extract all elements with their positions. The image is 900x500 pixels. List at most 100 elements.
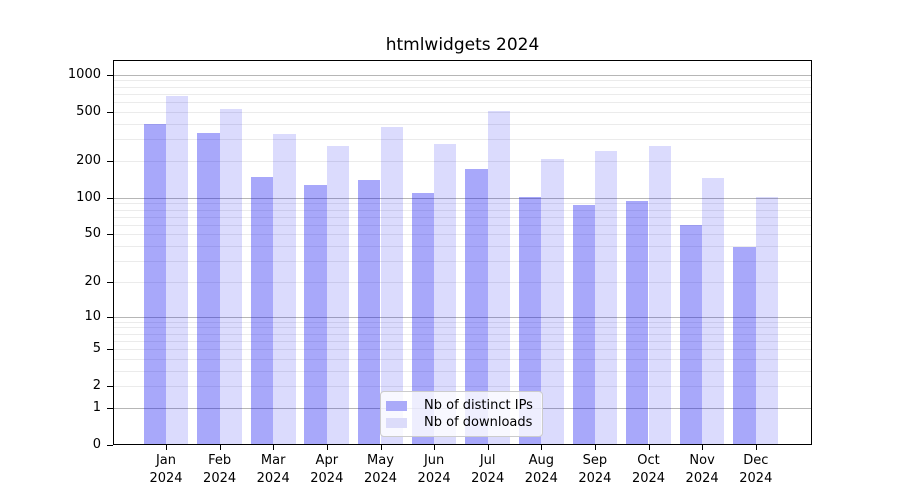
bar-downloads-may	[380, 126, 403, 445]
x-tick-label-feb: Feb 2024	[203, 453, 237, 486]
bar-ips-jul	[465, 168, 488, 445]
x-tick-jun	[434, 445, 436, 450]
gridline-minor-300	[113, 139, 812, 141]
bar-downloads-nov	[702, 178, 725, 445]
gridline-minor-30	[113, 261, 812, 262]
y-tick-10	[107, 316, 113, 318]
gridline-major-10	[113, 316, 812, 318]
x-tick-label-sep: Sep 2024	[578, 453, 612, 486]
y-tick-20	[107, 281, 113, 284]
bar-ips-jan	[143, 123, 166, 445]
gridline-minor-500	[113, 111, 812, 113]
x-tick-jan	[166, 445, 168, 450]
legend: Nb of distinct IPs Nb of downloads	[380, 391, 543, 437]
y-tick-1000	[107, 74, 113, 76]
y-tick-label-0: 0	[92, 437, 101, 452]
gridline-minor-80	[113, 209, 812, 211]
bar-ips-jun	[411, 192, 435, 445]
y-tick-label-2: 2	[92, 378, 101, 394]
x-tick-oct	[648, 445, 650, 450]
y-tick-label-200: 200	[76, 152, 101, 168]
x-tick-label-may: May 2024	[363, 453, 398, 486]
bar-downloads-jul	[487, 110, 511, 445]
gridline-minor-8	[113, 327, 812, 329]
x-tick-label-jun: Jun 2024	[417, 453, 451, 486]
x-tick-label-dec: Dec 2024	[739, 453, 773, 486]
x-tick-label-mar: Mar 2024	[256, 453, 290, 486]
y-tick-label-5: 5	[92, 341, 101, 356]
gridline-minor-5	[113, 349, 812, 350]
gridline-minor-6	[113, 340, 812, 342]
bar-downloads-jun	[434, 143, 457, 445]
bar-downloads-oct	[648, 145, 671, 445]
y-tick-50	[107, 234, 113, 236]
gridline-minor-700	[113, 93, 812, 95]
bar-ips-feb	[197, 133, 220, 445]
x-tick-label-jan: Jan 2024	[149, 453, 183, 486]
bar-downloads-aug	[541, 159, 564, 445]
x-tick-label-aug: Aug 2024	[524, 453, 558, 486]
gridline-minor-70	[113, 216, 812, 218]
bar-downloads-dec	[755, 196, 779, 445]
y-tick-label-500: 500	[76, 103, 101, 119]
x-tick-jul	[487, 445, 489, 450]
x-tick-apr	[326, 445, 328, 450]
gridline-minor-60	[113, 224, 812, 226]
plot-area	[113, 60, 812, 445]
gridline-minor-40	[113, 246, 812, 247]
x-tick-dec	[755, 445, 757, 450]
x-tick-label-oct: Oct 2024	[631, 453, 666, 486]
bar-ips-nov	[679, 224, 703, 445]
gridline-major-1000	[113, 74, 812, 76]
y-tick-label-50: 50	[84, 226, 101, 242]
y-tick-label-10: 10	[84, 308, 101, 324]
gridline-minor-200	[113, 160, 812, 162]
legend-label-distinct-ips: Nb of distinct IPs	[424, 398, 533, 413]
bar-ips-may	[358, 180, 381, 445]
chart-title: htmlwidgets 2024	[385, 35, 540, 55]
gridline-minor-900	[113, 80, 812, 82]
legend-item-distinct-ips: Nb of distinct IPs	[386, 398, 534, 413]
y-tick-label-1000: 1000	[67, 66, 101, 82]
legend-label-downloads: Nb of downloads	[424, 415, 533, 430]
gridline-minor-3	[113, 370, 812, 372]
y-tick-100	[107, 197, 113, 199]
gridline-minor-20	[113, 281, 812, 283]
gridline-major-100	[113, 197, 812, 199]
legend-swatch-distinct-ips-icon	[386, 400, 407, 411]
legend-item-downloads: Nb of downloads	[386, 415, 534, 430]
y-tick-label-1: 1	[92, 399, 101, 415]
x-tick-label-apr: Apr 2024	[310, 453, 344, 486]
gridline-minor-90	[113, 203, 812, 205]
y-tick-5	[107, 349, 113, 351]
y-tick-200	[107, 160, 113, 162]
bar-downloads-sep	[594, 151, 618, 445]
gridline-minor-9	[113, 321, 812, 323]
gridline-minor-7	[113, 333, 812, 335]
gridline-minor-4	[113, 358, 812, 360]
bar-ips-aug	[518, 196, 542, 445]
gridline-minor-600	[113, 102, 812, 104]
bar-downloads-feb	[219, 108, 242, 445]
x-tick-aug	[541, 445, 543, 450]
y-tick-500	[107, 111, 113, 114]
x-tick-label-jul: Jul 2024	[471, 453, 505, 486]
y-tick-label-20: 20	[84, 273, 101, 289]
bar-ips-apr	[304, 185, 327, 445]
gridline-minor-800	[113, 86, 812, 88]
y-tick-1	[107, 407, 113, 410]
y-tick-label-100: 100	[76, 189, 101, 205]
bar-ips-mar	[250, 176, 274, 445]
gridline-minor-400	[113, 123, 812, 125]
y-tick-0	[107, 445, 113, 447]
x-tick-sep	[594, 445, 597, 450]
bar-ips-sep	[572, 205, 595, 445]
bar-ips-dec	[733, 247, 756, 445]
x-tick-may	[380, 445, 382, 450]
bar-downloads-jan	[166, 95, 189, 445]
bar-downloads-apr	[326, 145, 350, 445]
gridline-minor-50	[113, 234, 812, 236]
x-tick-nov	[702, 445, 704, 450]
bar-ips-oct	[626, 201, 649, 445]
x-tick-label-nov: Nov 2024	[685, 453, 719, 486]
